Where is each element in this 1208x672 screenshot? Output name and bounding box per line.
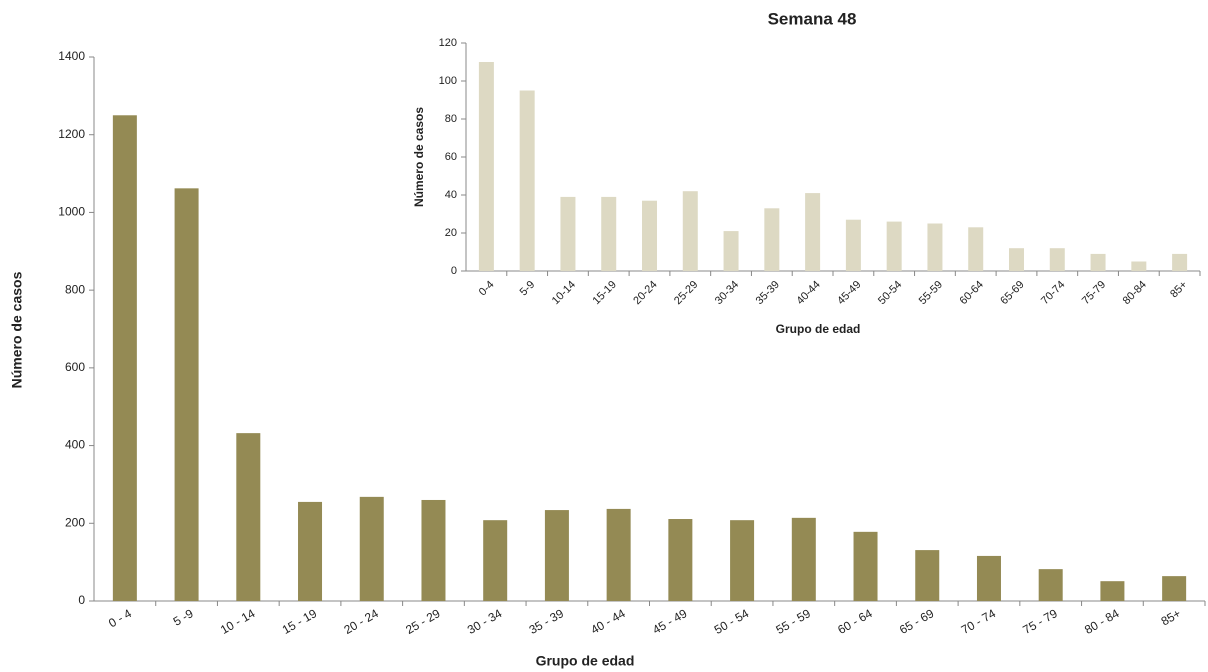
x-tick-label: 70-74 xyxy=(1039,279,1067,307)
y-tick-label: 40 xyxy=(445,189,457,201)
bar xyxy=(805,193,821,271)
x-tick-label: 20 - 24 xyxy=(341,606,381,637)
x-tick-label: 45 - 49 xyxy=(650,606,690,637)
bar xyxy=(682,191,698,271)
bar xyxy=(483,520,508,601)
x-tick-label: 20-24 xyxy=(631,279,659,307)
bar xyxy=(764,208,780,271)
bar xyxy=(298,501,323,601)
x-tick-label: 5-9 xyxy=(518,279,538,299)
x-tick-label: 40 - 44 xyxy=(588,606,628,637)
x-tick-label: 80 - 84 xyxy=(1082,606,1122,637)
x-tick-label: 75-79 xyxy=(1080,279,1108,307)
x-tick-label: 5 -9 xyxy=(171,606,196,629)
x-tick-label: 50 - 54 xyxy=(712,606,752,637)
x-tick-label: 85+ xyxy=(1168,279,1190,301)
bar xyxy=(1100,581,1125,601)
bar xyxy=(544,510,569,601)
bar xyxy=(791,517,816,601)
bar xyxy=(478,62,494,271)
y-tick-label: 60 xyxy=(445,151,457,163)
x-tick-label: 30-34 xyxy=(713,279,741,307)
y-tick-label: 800 xyxy=(65,282,85,296)
bar xyxy=(359,496,384,601)
bar xyxy=(1131,261,1147,271)
y-tick-label: 20 xyxy=(445,227,457,239)
bar xyxy=(723,231,739,271)
y-tick-label: 0 xyxy=(451,265,457,277)
bar xyxy=(668,519,693,601)
y-tick-label: 120 xyxy=(439,37,457,49)
y-tick-label: 600 xyxy=(65,360,85,374)
x-tick-label: 60 - 64 xyxy=(835,606,875,637)
y-axis-label: Número de casos xyxy=(9,271,25,388)
x-tick-label: 0-4 xyxy=(477,279,497,299)
bar xyxy=(1038,569,1063,601)
bar xyxy=(1009,248,1024,271)
x-tick-label: 15 - 19 xyxy=(280,606,320,637)
x-tick-label: 25 - 29 xyxy=(403,606,443,637)
bar xyxy=(1172,253,1188,271)
y-tick-label: 1000 xyxy=(58,205,85,219)
x-tick-label: 35-39 xyxy=(754,279,782,307)
bar xyxy=(845,219,861,271)
bar xyxy=(642,200,657,271)
x-tick-label: 0 - 4 xyxy=(106,606,134,630)
y-tick-label: 80 xyxy=(445,113,457,125)
x-tick-label: 10 - 14 xyxy=(218,606,258,637)
bar xyxy=(560,196,576,271)
x-tick-label: 40-44 xyxy=(794,279,822,307)
y-tick-label: 200 xyxy=(65,515,85,529)
x-tick-label: 65-69 xyxy=(998,279,1026,307)
bar xyxy=(927,223,943,271)
bar xyxy=(968,227,984,271)
bar xyxy=(606,508,631,601)
bar xyxy=(1162,576,1187,601)
x-axis-label: Grupo de edad xyxy=(776,322,861,336)
bar xyxy=(1090,253,1106,271)
bar xyxy=(112,115,137,602)
bar xyxy=(421,499,446,601)
bar xyxy=(886,221,902,271)
bar xyxy=(915,550,940,601)
x-tick-label: 65 - 69 xyxy=(897,606,937,637)
x-tick-label: 50-54 xyxy=(876,279,904,307)
x-tick-label: 30 - 34 xyxy=(465,606,505,637)
y-tick-label: 400 xyxy=(65,438,85,452)
bar xyxy=(601,196,617,271)
x-tick-label: 45-49 xyxy=(835,279,863,307)
y-tick-label: 1200 xyxy=(58,127,85,141)
x-tick-label: 15-19 xyxy=(591,279,619,307)
x-tick-label: 55-59 xyxy=(917,279,945,307)
bar xyxy=(1049,248,1065,271)
bar xyxy=(519,90,535,271)
x-tick-label: 70 - 74 xyxy=(959,606,999,637)
bar xyxy=(730,520,755,601)
x-tick-label: 60-64 xyxy=(958,279,986,307)
bar xyxy=(853,531,878,601)
bar xyxy=(236,433,261,601)
y-tick-label: 100 xyxy=(439,75,457,87)
x-axis-label: Grupo de edad xyxy=(536,653,635,669)
x-tick-label: 75 - 79 xyxy=(1020,606,1060,637)
x-tick-label: 55 - 59 xyxy=(774,606,814,637)
y-tick-label: 0 xyxy=(78,593,85,607)
y-tick-label: 1400 xyxy=(58,49,85,63)
x-tick-label: 25-29 xyxy=(672,279,700,307)
chart-title: Semana 48 xyxy=(768,9,857,28)
x-tick-label: 80-84 xyxy=(1121,279,1149,307)
x-tick-label: 10-14 xyxy=(550,279,578,307)
x-tick-label: 85+ xyxy=(1159,606,1184,628)
bar xyxy=(174,188,199,601)
y-axis-label: Número de casos xyxy=(412,107,426,207)
x-tick-label: 35 - 39 xyxy=(527,606,567,637)
bar xyxy=(976,555,1001,601)
